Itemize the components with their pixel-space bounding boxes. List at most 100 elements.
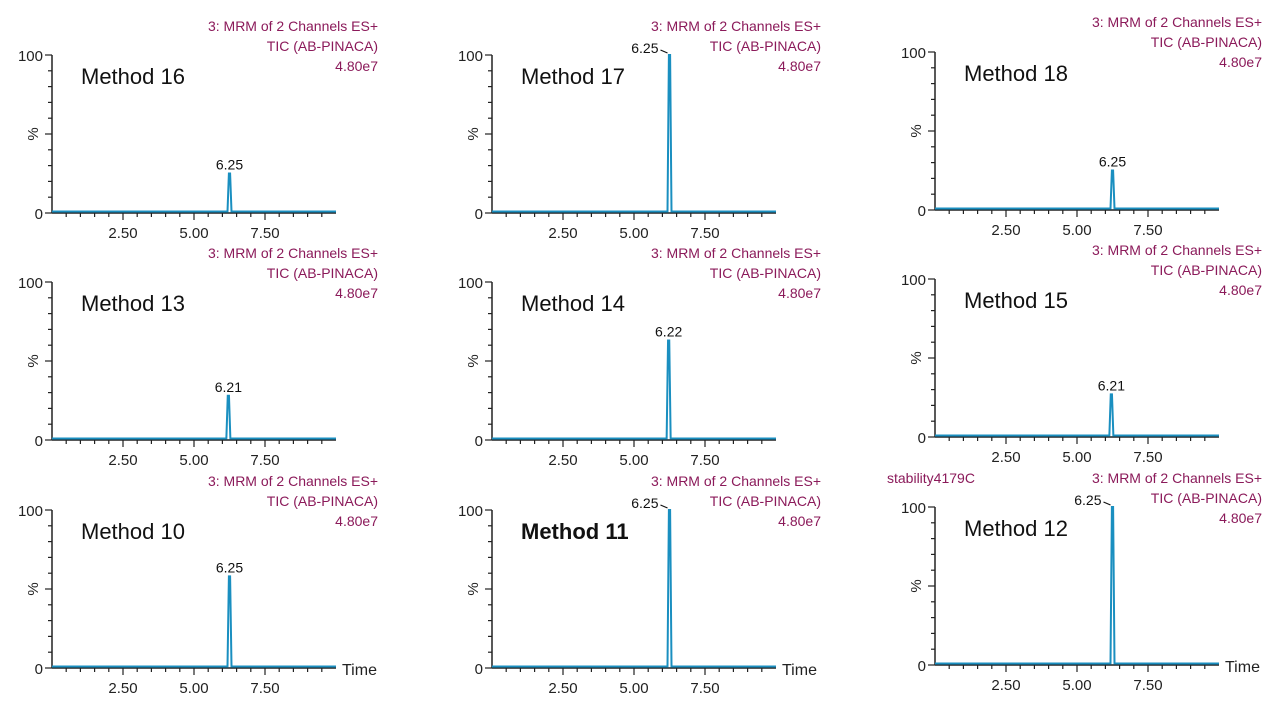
x-tick-label: 2.50: [548, 680, 577, 697]
x-tick-label: 2.50: [108, 225, 137, 242]
y-tick-label: 0: [35, 433, 43, 450]
x-tick-label: 5.00: [619, 452, 648, 469]
peak-label-leader: [1103, 501, 1111, 506]
x-tick-label: 7.50: [1133, 449, 1162, 466]
panel-header-line: 3: MRM of 2 Channels ES+: [1092, 242, 1262, 258]
y-tick-label: 0: [35, 206, 43, 223]
x-tick-label: 5.00: [179, 452, 208, 469]
chromatogram-panel: 3: MRM of 2 Channels ES+ TIC (AB-PINACA) 4…: [458, 18, 821, 242]
x-tick-label: 2.50: [548, 225, 577, 242]
peak-label: 6.25: [631, 40, 658, 56]
y-tick-label: 0: [475, 433, 483, 450]
panel-title: Method 10: [81, 519, 185, 544]
x-axis-label: Time: [782, 662, 817, 679]
peak-label: 6.25: [1074, 492, 1101, 508]
x-tick-label: 2.50: [991, 677, 1020, 694]
y-tick-label: 0: [475, 206, 483, 223]
chromatogram-panel: 3: MRM of 2 Channels ES+ TIC (AB-PINACA) 4…: [458, 245, 821, 469]
chromatogram-trace: [492, 339, 776, 440]
y-axis-label: %: [908, 351, 925, 364]
panel-header-line: 3: MRM of 2 Channels ES+: [1092, 470, 1262, 486]
x-tick-label: 5.00: [1062, 449, 1091, 466]
x-tick-label: 5.00: [179, 680, 208, 697]
x-tick-label: 7.50: [250, 680, 279, 697]
x-tick-label: 5.00: [179, 225, 208, 242]
y-tick-label: 100: [901, 500, 926, 517]
x-tick-label: 5.00: [619, 225, 648, 242]
x-axis-label: Time: [342, 662, 377, 679]
panel-header-line: 4.80e7: [778, 513, 821, 529]
panel-header-line: 3: MRM of 2 Channels ES+: [651, 18, 821, 34]
chromatogram-panel: 3: MRM of 2 Channels ES+ TIC (AB-PINACA) 4…: [901, 242, 1262, 466]
panel-header-line: 4.80e7: [1219, 510, 1262, 526]
y-axis-label: %: [465, 127, 482, 140]
y-tick-label: 0: [918, 658, 926, 675]
x-tick-label: 2.50: [548, 452, 577, 469]
chromatogram-panel: 3: MRM of 2 Channels ES+ TIC (AB-PINACA) 4…: [458, 473, 821, 697]
panel-header-line: TIC (AB-PINACA): [267, 38, 378, 54]
peak-label: 6.21: [215, 379, 242, 395]
panel-header-line: TIC (AB-PINACA): [710, 38, 821, 54]
y-tick-label: 0: [918, 203, 926, 220]
x-tick-label: 7.50: [690, 225, 719, 242]
chromatogram-trace: [52, 575, 336, 668]
panel-header-line: TIC (AB-PINACA): [267, 493, 378, 509]
x-tick-label: 7.50: [690, 680, 719, 697]
y-axis-label: %: [25, 354, 42, 367]
chromatogram-panel: 3: MRM of 2 Channels ES+ TIC (AB-PINACA) 4…: [18, 245, 378, 469]
panel-header-line: 4.80e7: [335, 58, 378, 74]
y-axis-label: %: [908, 579, 925, 592]
x-tick-label: 2.50: [108, 452, 137, 469]
panel-header-line: TIC (AB-PINACA): [710, 265, 821, 281]
y-tick-label: 100: [901, 272, 926, 289]
panel-header-line: 3: MRM of 2 Channels ES+: [651, 245, 821, 261]
chromatogram-trace: [52, 394, 336, 440]
panel-title: Method 13: [81, 291, 185, 316]
y-axis-label: %: [25, 127, 42, 140]
panel-header-line: 4.80e7: [1219, 54, 1262, 70]
panel-header-line: TIC (AB-PINACA): [1151, 262, 1262, 278]
x-tick-label: 2.50: [991, 222, 1020, 239]
x-tick-label: 2.50: [108, 680, 137, 697]
chromatogram-trace: [52, 172, 336, 213]
panel-title: Method 14: [521, 291, 625, 316]
peak-label-leader: [660, 504, 668, 509]
y-axis-label: %: [465, 354, 482, 367]
chromatogram-panel: 3: MRM of 2 Channels ES+ TIC (AB-PINACA) 4…: [901, 14, 1262, 239]
x-tick-label: 7.50: [250, 452, 279, 469]
x-tick-label: 5.00: [1062, 222, 1091, 239]
panel-title: Method 17: [521, 64, 625, 89]
chromatogram-trace: [492, 54, 776, 213]
y-tick-label: 0: [918, 430, 926, 447]
panel-title: Method 15: [964, 288, 1068, 313]
panel-header-line: TIC (AB-PINACA): [1151, 490, 1262, 506]
peak-label: 6.25: [1099, 154, 1126, 170]
panel-title: Method 11: [521, 519, 629, 544]
panel-header-line: 3: MRM of 2 Channels ES+: [651, 473, 821, 489]
y-tick-label: 100: [901, 45, 926, 62]
y-tick-label: 0: [475, 661, 483, 678]
chromatogram-trace: [935, 169, 1219, 210]
y-tick-label: 100: [458, 275, 483, 292]
x-axis-label: Time: [1225, 659, 1260, 676]
panel-title: Method 12: [964, 516, 1068, 541]
x-tick-label: 5.00: [1062, 677, 1091, 694]
panel-header-line: 4.80e7: [778, 285, 821, 301]
panel-title: Method 16: [81, 64, 185, 89]
x-tick-label: 7.50: [250, 225, 279, 242]
x-tick-label: 7.50: [1133, 222, 1162, 239]
y-tick-label: 100: [458, 503, 483, 520]
peak-label: 6.25: [631, 495, 658, 511]
y-axis-label: %: [25, 582, 42, 595]
panel-title: Method 18: [964, 61, 1068, 86]
y-tick-label: 100: [18, 275, 43, 292]
chromatogram-trace: [492, 509, 776, 668]
chromatogram-panel: 3: MRM of 2 Channels ES+ TIC (AB-PINACA) 4…: [18, 473, 378, 697]
panel-header-line: TIC (AB-PINACA): [267, 265, 378, 281]
panel-header-line: TIC (AB-PINACA): [1151, 34, 1262, 50]
peak-label: 6.25: [216, 559, 243, 575]
x-tick-label: 7.50: [1133, 677, 1162, 694]
peak-label: 6.25: [216, 157, 243, 173]
peak-label: 6.22: [655, 323, 682, 339]
